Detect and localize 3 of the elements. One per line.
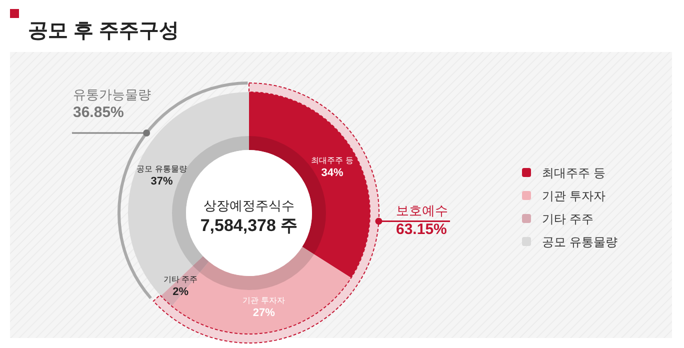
title: 공모 후 주주구성	[28, 20, 180, 42]
annotation: 상장예정주식수	[204, 198, 294, 213]
annotation: 7,584,378 주	[200, 216, 298, 235]
